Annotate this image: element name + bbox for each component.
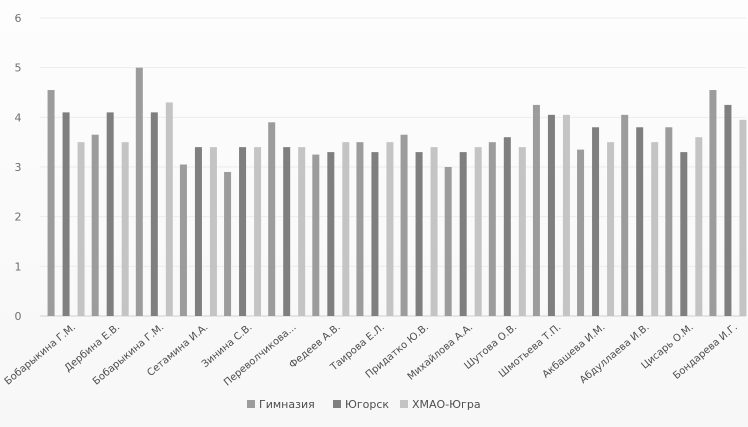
bar — [327, 152, 335, 316]
bar — [254, 147, 262, 316]
bar — [239, 147, 247, 316]
bar — [209, 147, 217, 316]
bar — [577, 149, 585, 316]
bar — [47, 90, 55, 317]
bar — [194, 147, 202, 316]
bar — [386, 142, 394, 316]
bar — [562, 114, 570, 316]
legend: Гимназия Югорск ХМАО-Югра — [247, 398, 481, 411]
x-tick-labels: Бобарыкина Г.М.Дербина Е.В.Бобарыкина Г.… — [3, 322, 740, 389]
y-tick-label: 5 — [15, 62, 22, 75]
bar — [636, 127, 644, 317]
bar — [165, 102, 173, 316]
y-tick-label: 3 — [15, 161, 22, 174]
legend-swatch — [400, 400, 408, 408]
bar — [283, 147, 291, 316]
y-tick-label: 0 — [15, 310, 22, 323]
bar — [400, 134, 408, 316]
bar — [739, 119, 747, 316]
x-tick-label: Переволчикова... — [222, 322, 299, 389]
bar — [547, 114, 555, 316]
legend-label: ХМАО-Югра — [412, 398, 481, 411]
bar — [592, 127, 600, 317]
y-tick-label: 6 — [15, 12, 22, 25]
bar — [695, 137, 703, 316]
bar — [724, 104, 732, 317]
bar — [488, 142, 496, 316]
bar — [621, 114, 629, 316]
bar — [298, 147, 306, 316]
bar — [150, 112, 158, 316]
bar — [680, 152, 688, 316]
bar — [268, 122, 276, 316]
bar — [474, 147, 482, 316]
bar — [415, 152, 423, 316]
bar — [356, 142, 364, 316]
bar — [91, 134, 99, 316]
y-tick-label: 4 — [15, 111, 22, 124]
bars — [47, 67, 747, 317]
bar — [62, 112, 70, 316]
bar — [106, 112, 114, 316]
legend-label: Югорск — [345, 398, 389, 411]
bar — [121, 142, 129, 316]
bar — [444, 167, 452, 316]
bar — [607, 142, 615, 316]
x-tick-label: Бобарыкина Г.М. — [3, 322, 78, 388]
bar — [532, 104, 540, 317]
y-tick-label: 1 — [15, 260, 22, 273]
bar — [224, 171, 232, 316]
legend-swatch — [333, 400, 341, 408]
bar — [312, 154, 320, 316]
bar — [651, 142, 659, 316]
bar — [459, 152, 467, 316]
axes: 0 1 2 3 4 5 6 — [15, 12, 22, 323]
bar — [342, 142, 350, 316]
bar — [665, 127, 673, 317]
bar — [709, 90, 717, 317]
bar — [77, 142, 85, 316]
y-tick-label: 2 — [15, 211, 22, 224]
bar — [430, 147, 438, 316]
legend-swatch — [247, 400, 255, 408]
bar — [135, 67, 143, 317]
bar — [371, 152, 379, 316]
legend-label: Гимназия — [259, 398, 315, 411]
bar — [503, 137, 511, 316]
bar — [179, 164, 187, 316]
bar — [518, 147, 526, 316]
